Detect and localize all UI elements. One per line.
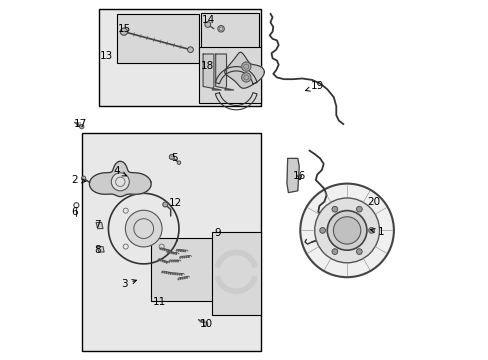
Text: 19: 19 [305, 81, 324, 91]
Circle shape [326, 211, 366, 250]
Circle shape [163, 202, 167, 207]
Text: 9: 9 [213, 228, 220, 238]
Polygon shape [215, 276, 257, 293]
Text: 12: 12 [168, 198, 182, 208]
Circle shape [300, 184, 393, 277]
Bar [99, 9, 260, 106]
Text: 14: 14 [202, 15, 215, 25]
Text: 3: 3 [121, 279, 136, 289]
Text: 13: 13 [100, 51, 113, 61]
Bar [199, 47, 260, 103]
Text: 10: 10 [199, 319, 212, 329]
Polygon shape [203, 54, 221, 90]
Text: 8: 8 [94, 245, 101, 255]
Text: 6: 6 [71, 207, 78, 217]
Circle shape [368, 228, 374, 233]
Circle shape [218, 26, 224, 32]
Circle shape [331, 206, 337, 212]
Circle shape [125, 210, 162, 247]
Circle shape [356, 249, 362, 255]
Circle shape [187, 47, 193, 53]
Text: 1: 1 [370, 227, 384, 237]
Circle shape [314, 198, 379, 263]
Circle shape [356, 206, 362, 212]
Polygon shape [96, 222, 103, 229]
Bar [151, 238, 213, 301]
Text: 18: 18 [200, 61, 213, 71]
Bar [201, 13, 258, 49]
Text: 11: 11 [152, 297, 165, 307]
Polygon shape [215, 54, 233, 90]
Text: 7: 7 [94, 220, 101, 230]
Text: 2: 2 [72, 175, 86, 185]
Text: 15: 15 [118, 24, 131, 34]
Circle shape [333, 217, 360, 244]
Polygon shape [286, 158, 299, 193]
Circle shape [177, 161, 181, 165]
Circle shape [241, 73, 250, 82]
Circle shape [203, 322, 207, 326]
Circle shape [111, 173, 129, 191]
Bar [117, 14, 199, 63]
Text: 20: 20 [366, 197, 379, 207]
Circle shape [204, 22, 210, 27]
Polygon shape [98, 247, 104, 252]
Text: 4: 4 [113, 166, 126, 176]
Text: 16: 16 [292, 171, 305, 181]
Text: 17: 17 [73, 119, 86, 129]
Circle shape [319, 228, 325, 233]
Circle shape [331, 249, 337, 255]
Circle shape [81, 176, 85, 180]
Circle shape [241, 62, 250, 71]
Polygon shape [89, 161, 151, 197]
Bar [82, 133, 260, 351]
Circle shape [120, 28, 127, 35]
Circle shape [169, 154, 174, 159]
Polygon shape [215, 250, 257, 267]
Polygon shape [224, 52, 264, 88]
Circle shape [80, 125, 84, 129]
Bar [212, 232, 260, 315]
Text: 5: 5 [170, 153, 177, 163]
